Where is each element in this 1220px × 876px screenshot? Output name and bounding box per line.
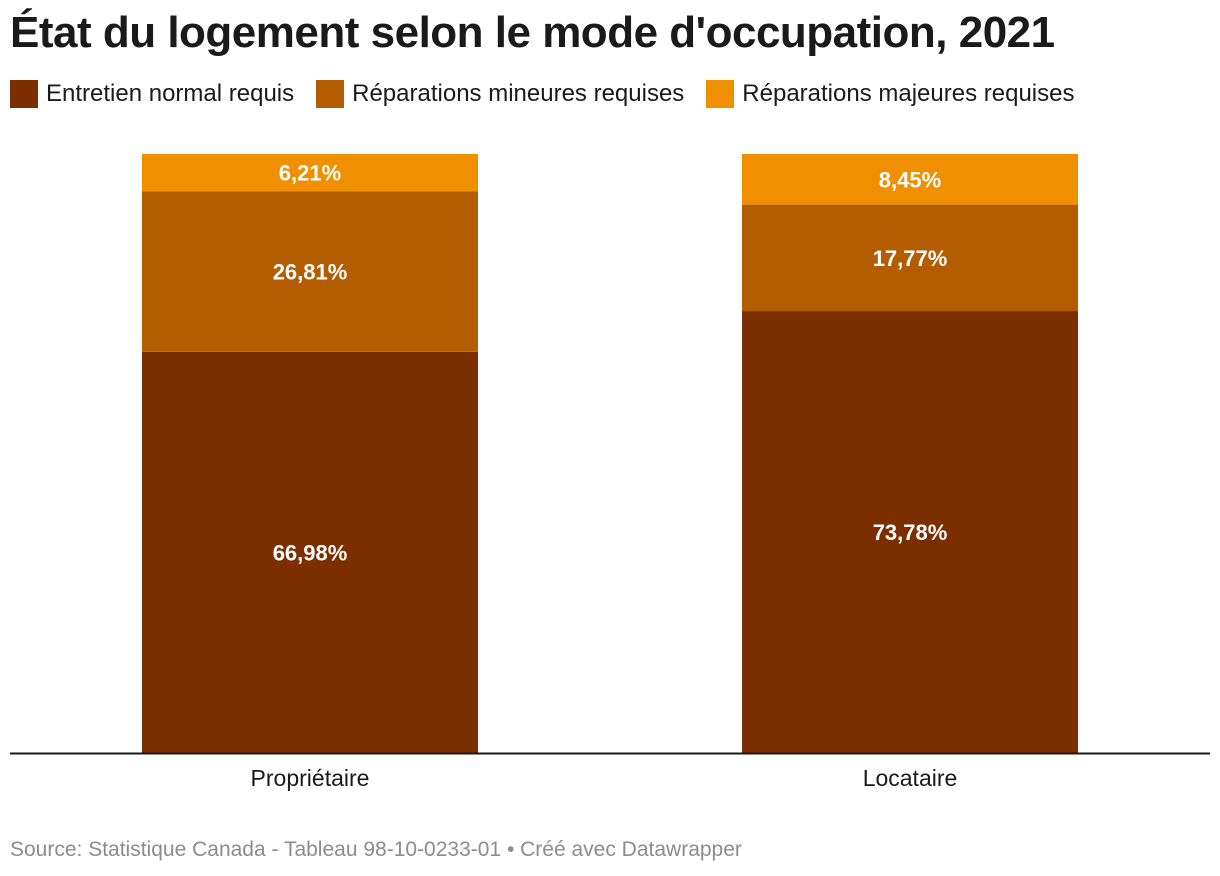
bar-segment-proprietaire-2 — [142, 154, 478, 192]
legend-swatch-reparations-majeures — [706, 80, 735, 108]
legend-label-reparations-majeures: Réparations majeures requises — [742, 80, 1075, 107]
bar-value-label: 8,45% — [879, 167, 941, 192]
legend-swatch-entretien-normal — [10, 80, 38, 108]
legend-label-reparations-mineures: Réparations mineures requises — [352, 80, 685, 107]
x-axis-category-label: Locataire — [863, 765, 958, 791]
bar-segment-locataire-2 — [742, 154, 1078, 205]
bar-segment-locataire-1 — [742, 204, 1078, 312]
chart-source-note: Source: Statistique Canada - Tableau 98-… — [10, 838, 742, 861]
legend-swatch-reparations-mineures — [316, 80, 345, 108]
legend-item-reparations-majeures: Réparations majeures requises — [706, 80, 1074, 108]
chart-title: État du logement selon le mode d'occupat… — [10, 8, 1055, 57]
legend-item-entretien-normal: Entretien normal requis — [10, 80, 294, 108]
bar-segment-proprietaire-0 — [142, 351, 478, 753]
bar-value-label: 26,81% — [273, 259, 348, 284]
bar-segment-proprietaire-1 — [142, 191, 478, 352]
chart-legend: Entretien normal requis Réparations mine… — [10, 80, 1074, 108]
x-axis-category-label: Propriétaire — [251, 765, 370, 791]
bar-value-label: 17,77% — [873, 246, 948, 271]
legend-label-entretien-normal: Entretien normal requis — [46, 80, 295, 107]
bar-value-label: 6,21% — [279, 161, 341, 186]
legend-item-reparations-mineures: Réparations mineures requises — [316, 80, 684, 108]
bar-value-label: 66,98% — [273, 540, 348, 565]
bar-value-label: 73,78% — [873, 520, 948, 545]
stacked-bar-chart: 66,98% 26,81% 6,21% Propriétaire 73,78% 17,77… — [10, 154, 1210, 791]
bar-segment-locataire-0 — [742, 311, 1078, 753]
